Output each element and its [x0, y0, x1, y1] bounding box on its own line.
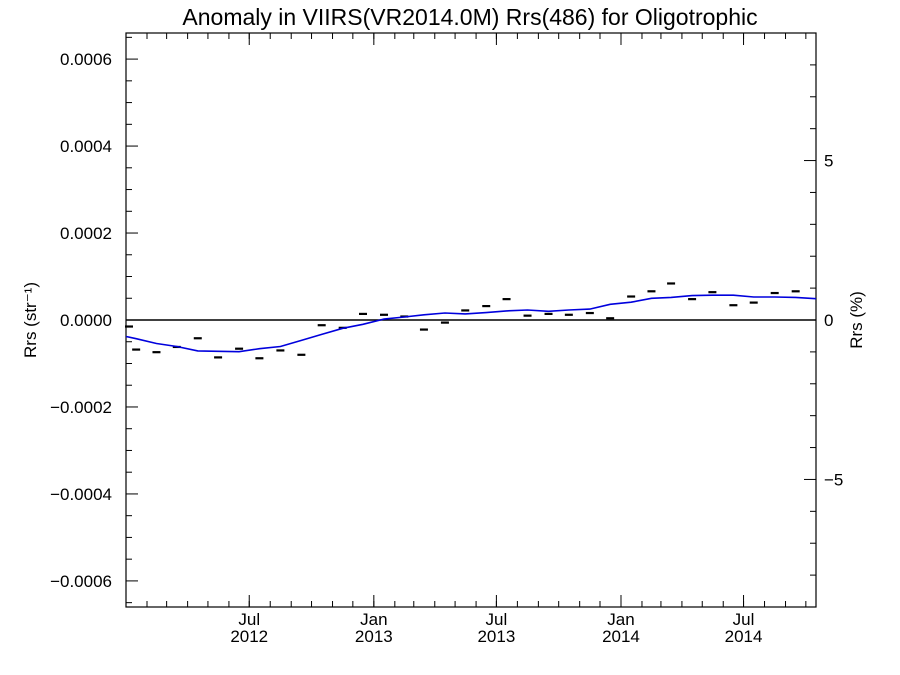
x-tick-label-year: 2013: [477, 627, 515, 646]
y-tick-label: −0.0004: [50, 485, 112, 504]
x-tick-label-month: Jan: [360, 610, 387, 629]
x-tick-label-month: Jul: [238, 610, 260, 629]
y2-tick-label: 5: [824, 152, 833, 171]
y-tick-label: 0.0006: [60, 50, 112, 69]
y-tick-label: −0.0002: [50, 398, 112, 417]
x-tick-label-year: 2012: [230, 627, 268, 646]
x-tick-label-year: 2014: [602, 627, 640, 646]
tick-labels: 0.0006 0.0004 0.0002 0.0000 −0.0002 −0.0004 −0…: [50, 50, 843, 646]
x-tick-label-month: Jul: [486, 610, 508, 629]
x-tick-label-year: 2013: [355, 627, 393, 646]
series-layer: [125, 282, 817, 360]
y-axis-label: Rrs (str⁻¹): [21, 282, 40, 358]
y2-axis-label: Rrs (%): [847, 291, 866, 349]
y-tick-label: 0.0004: [60, 137, 112, 156]
y2-tick-label: 0: [824, 311, 833, 330]
x-tick-label-year: 2014: [725, 627, 763, 646]
y2-tick-label: −5: [824, 470, 843, 489]
chart-title: Anomaly in VIIRS(VR2014.0M) Rrs(486) for…: [182, 4, 757, 30]
x-tick-label-month: Jan: [607, 610, 634, 629]
y-tick-label: 0.0000: [60, 311, 112, 330]
y-tick-label: 0.0002: [60, 224, 112, 243]
x-tick-label-month: Jul: [733, 610, 755, 629]
trend-line: [125, 294, 817, 353]
y-tick-label: −0.0006: [50, 572, 112, 591]
